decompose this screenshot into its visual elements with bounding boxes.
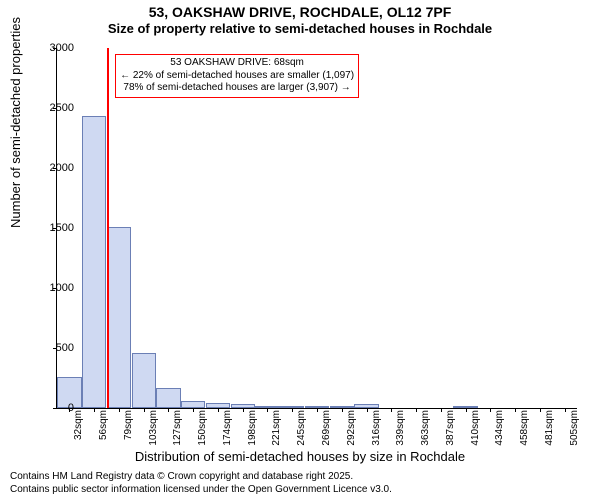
xtick-mark xyxy=(367,408,368,412)
xtick-mark xyxy=(391,408,392,412)
x-axis-label: Distribution of semi-detached houses by … xyxy=(0,449,600,464)
xtick-label: 150sqm xyxy=(197,410,208,446)
xtick-mark xyxy=(144,408,145,412)
xtick-mark xyxy=(292,408,293,412)
histogram-bar xyxy=(107,227,131,408)
y-axis-label: Number of semi-detached properties xyxy=(8,17,23,228)
xtick-mark xyxy=(193,408,194,412)
annotation-line: 53 OAKSHAW DRIVE: 68sqm xyxy=(120,57,354,70)
xtick-mark xyxy=(515,408,516,412)
xtick-label: 434sqm xyxy=(494,410,505,446)
xtick-label: 269sqm xyxy=(321,410,332,446)
xtick-mark xyxy=(490,408,491,412)
xtick-mark xyxy=(342,408,343,412)
histogram-bar xyxy=(181,401,205,408)
xtick-mark xyxy=(466,408,467,412)
xtick-label: 481sqm xyxy=(544,410,555,446)
plot-area: 32sqm56sqm79sqm103sqm127sqm150sqm174sqm1… xyxy=(56,48,577,409)
ytick-label: 1000 xyxy=(34,282,74,294)
xtick-label: 316sqm xyxy=(371,410,382,446)
xtick-label: 32sqm xyxy=(73,410,84,440)
histogram-bar xyxy=(132,353,156,408)
xtick-label: 103sqm xyxy=(148,410,159,446)
xtick-mark xyxy=(119,408,120,412)
xtick-label: 127sqm xyxy=(172,410,183,446)
xtick-mark xyxy=(267,408,268,412)
ytick-label: 0 xyxy=(34,402,74,414)
chart-title: 53, OAKSHAW DRIVE, ROCHDALE, OL12 7PF xyxy=(0,4,600,20)
xtick-label: 56sqm xyxy=(98,410,109,440)
xtick-label: 458sqm xyxy=(519,410,530,446)
ytick-label: 500 xyxy=(34,342,74,354)
xtick-label: 505sqm xyxy=(569,410,580,446)
footer-line-2: Contains public sector information licen… xyxy=(10,484,392,497)
xtick-label: 387sqm xyxy=(445,410,456,446)
chart-area: 32sqm56sqm79sqm103sqm127sqm150sqm174sqm1… xyxy=(56,48,576,408)
xtick-label: 363sqm xyxy=(420,410,431,446)
xtick-mark xyxy=(416,408,417,412)
xtick-label: 174sqm xyxy=(222,410,233,446)
xtick-mark xyxy=(565,408,566,412)
annotation-line: ← 22% of semi-detached houses are smalle… xyxy=(120,70,354,83)
xtick-mark xyxy=(540,408,541,412)
annotation-line: 78% of semi-detached houses are larger (… xyxy=(120,82,354,95)
xtick-label: 410sqm xyxy=(470,410,481,446)
xtick-mark xyxy=(94,408,95,412)
xtick-mark xyxy=(218,408,219,412)
ytick-label: 2000 xyxy=(34,162,74,174)
xtick-label: 292sqm xyxy=(346,410,357,446)
footer-line-1: Contains HM Land Registry data © Crown c… xyxy=(10,471,392,484)
xtick-mark xyxy=(317,408,318,412)
marker-annotation: 53 OAKSHAW DRIVE: 68sqm← 22% of semi-det… xyxy=(115,54,359,98)
subject-property-marker xyxy=(107,48,109,408)
xtick-label: 339sqm xyxy=(395,410,406,446)
chart-subtitle: Size of property relative to semi-detach… xyxy=(0,21,600,36)
xtick-mark xyxy=(441,408,442,412)
ytick-label: 2500 xyxy=(34,102,74,114)
xtick-label: 79sqm xyxy=(123,410,134,440)
xtick-label: 221sqm xyxy=(271,410,282,446)
footer-attribution: Contains HM Land Registry data © Crown c… xyxy=(10,471,392,496)
histogram-bar xyxy=(156,388,180,408)
xtick-label: 245sqm xyxy=(296,410,307,446)
xtick-label: 198sqm xyxy=(247,410,258,446)
xtick-mark xyxy=(168,408,169,412)
histogram-bar xyxy=(82,116,106,408)
xtick-mark xyxy=(243,408,244,412)
chart-title-block: 53, OAKSHAW DRIVE, ROCHDALE, OL12 7PF Si… xyxy=(0,0,600,36)
ytick-label: 1500 xyxy=(34,222,74,234)
ytick-label: 3000 xyxy=(34,42,74,54)
